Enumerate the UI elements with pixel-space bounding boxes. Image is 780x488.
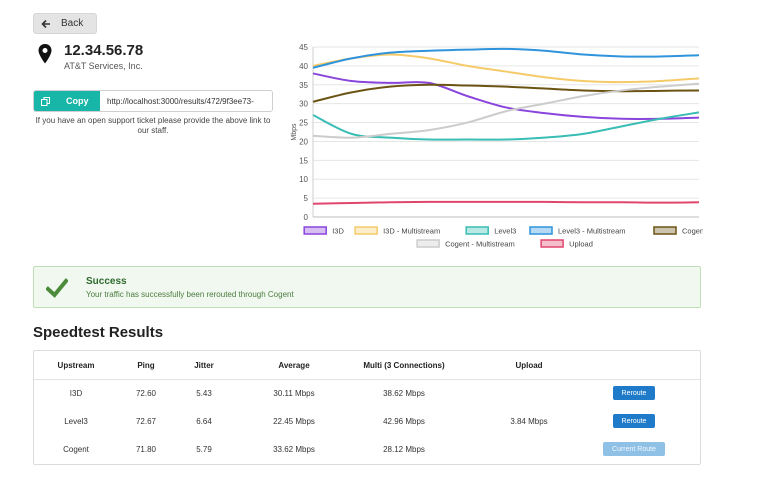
y-axis-label: Mbps: [291, 123, 298, 141]
isp-name: AT&T Services, Inc.: [64, 61, 143, 71]
cell-upload: [484, 379, 574, 407]
cell-upstream: Cogent: [63, 444, 89, 454]
legend-swatch: [540, 239, 564, 248]
alert-message: Your traffic has successfully been rerou…: [86, 290, 294, 299]
header-jitter: Jitter: [194, 360, 214, 370]
cell-multi: 28.12 Mbps: [383, 444, 425, 454]
y-tick-label: 35: [299, 81, 308, 90]
legend-label: Cogent - Multistream: [445, 240, 515, 249]
results-url-field[interactable]: http://localhost:3000/results/472/9f3ee7…: [100, 91, 272, 111]
copy-icon: [41, 96, 50, 106]
table-header: Upstream Ping Jitter Average Multi (3 Co…: [34, 351, 700, 379]
cell-multi: 42.96 Mbps: [383, 416, 425, 426]
success-alert: Success Your traffic has successfully be…: [33, 266, 701, 308]
cell-upload: 3.84 Mbps: [510, 416, 548, 426]
series-line: [312, 111, 700, 141]
header-divider: [34, 379, 700, 380]
header-multi: Multi (3 Connections): [363, 360, 445, 370]
y-tick-label: 25: [299, 119, 308, 128]
cell-jitter: 5.43: [196, 388, 212, 398]
table-row: Level3 72.67 6.64 22.45 Mbps 42.96 Mbps …: [34, 407, 700, 435]
cell-average: 22.45 Mbps: [273, 416, 315, 426]
legend-swatch: [416, 239, 440, 248]
series-line: [312, 83, 700, 103]
legend-label: Upload: [569, 240, 593, 249]
cell-ping: 72.60: [135, 388, 157, 398]
table-row: I3D 72.60 5.43 30.11 Mbps 38.62 Mbps Rer…: [34, 379, 700, 407]
series-line: [312, 47, 700, 69]
cell-jitter: 5.79: [196, 444, 212, 454]
header-upload: Upload: [515, 360, 543, 370]
copy-label: Copy: [66, 96, 89, 106]
results-table: Upstream Ping Jitter Average Multi (3 Co…: [33, 350, 701, 465]
legend-label: I3D - Multistream: [383, 227, 440, 236]
cell-ping: 71.80: [135, 444, 157, 454]
back-label: Back: [61, 18, 84, 29]
cell-upstream: Level3: [64, 416, 88, 426]
header-ping: Ping: [137, 360, 155, 370]
legend-label: Level3 - Multistream: [558, 227, 626, 236]
legend-swatch: [653, 226, 677, 235]
legend-swatch: [465, 226, 489, 235]
alert-title: Success: [86, 276, 127, 287]
table-row: Cogent 71.80 5.79 33.62 Mbps 28.12 Mbps …: [34, 435, 700, 463]
legend-swatch: [354, 226, 378, 235]
y-tick-label: 10: [299, 175, 308, 184]
support-note: If you have an open support ticket pleas…: [35, 116, 271, 135]
y-tick-label: 45: [299, 43, 308, 52]
y-tick-label: 40: [299, 62, 308, 71]
checkmark-icon: [46, 278, 68, 298]
cell-ping: 72.67: [135, 416, 157, 426]
copy-button[interactable]: Copy: [34, 91, 100, 111]
current-route-button[interactable]: Current Route: [603, 442, 665, 456]
back-button[interactable]: Back: [33, 13, 97, 34]
cell-upload: [484, 435, 574, 463]
speed-line-chart: 0 5 10 15 20 25 30 35 40 45 Mbps I3D I3D - Multistre…: [291, 43, 703, 249]
y-tick-label: 30: [299, 100, 308, 109]
y-tick-label: 20: [299, 137, 308, 146]
legend-label: I3D: [332, 227, 344, 236]
legend-swatch: [303, 226, 327, 235]
legend-swatch: [529, 226, 553, 235]
cell-average: 33.62 Mbps: [273, 444, 315, 454]
y-tick-label: 5: [304, 194, 309, 203]
series-line: [312, 72, 700, 120]
series-line: [312, 53, 700, 84]
y-tick-label: 0: [304, 213, 309, 222]
legend-label: Cogent: [682, 227, 703, 236]
header-average: Average: [278, 360, 310, 370]
reroute-button-level3[interactable]: Reroute: [613, 414, 655, 428]
results-link-group: Copy http://localhost:3000/results/472/9…: [33, 90, 273, 112]
y-tick-label: 15: [299, 156, 308, 165]
series-line: [312, 82, 700, 139]
reroute-button-i3d[interactable]: Reroute: [613, 386, 655, 400]
arrow-left-icon: [41, 19, 50, 28]
cell-multi: 38.62 Mbps: [383, 388, 425, 398]
results-title: Speedtest Results: [33, 324, 164, 341]
cell-average: 30.11 Mbps: [273, 388, 315, 398]
cell-jitter: 6.64: [196, 416, 212, 426]
ip-address: 12.34.56.78: [64, 42, 144, 59]
location-pin-icon: [38, 44, 52, 64]
legend-label: Level3: [494, 227, 516, 236]
cell-upstream: I3D: [69, 388, 83, 398]
header-upstream: Upstream: [57, 360, 95, 370]
series-line: [312, 200, 700, 205]
